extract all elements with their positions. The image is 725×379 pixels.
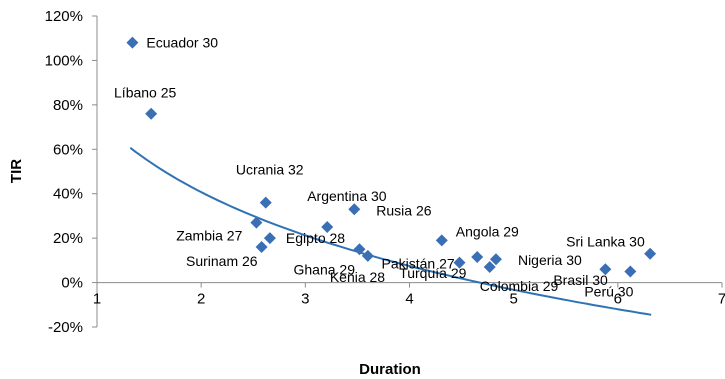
data-points <box>126 36 657 278</box>
data-point-marker <box>259 196 272 209</box>
point-label: Perú 30 <box>584 283 633 299</box>
x-tick-label: 3 <box>301 291 309 308</box>
x-tick-label: 4 <box>405 291 413 308</box>
data-point-marker <box>250 216 263 229</box>
data-point-marker <box>145 107 158 120</box>
data-point-marker <box>599 263 612 276</box>
y-tick-label: 40% <box>53 186 83 203</box>
y-tick-label: 80% <box>53 97 83 114</box>
trendline <box>129 147 652 316</box>
y-tick-label: 60% <box>53 141 83 158</box>
point-label: Surinam 26 <box>186 253 258 269</box>
y-tick-label: 0% <box>61 275 83 292</box>
point-label: Ecuador 30 <box>146 35 218 51</box>
x-tick-label: 6 <box>614 291 622 308</box>
data-point-marker <box>644 247 657 260</box>
point-label: Argentina 30 <box>307 188 387 204</box>
point-labels: Ecuador 30 Líbano 25 Ucrania 32 Zambia 27 Su… <box>114 35 645 300</box>
data-point-marker <box>255 241 268 254</box>
data-point-marker <box>489 253 502 266</box>
point-label: Sri Lanka 30 <box>566 234 645 250</box>
point-label: Zambia 27 <box>176 228 242 244</box>
point-label: Brasil 30 <box>553 272 608 288</box>
point-label: Nigeria 30 <box>518 252 582 268</box>
point-label: Colombia 29 <box>480 278 559 294</box>
data-point-marker <box>353 243 366 256</box>
data-point-marker <box>624 265 637 278</box>
data-point-marker <box>435 234 448 247</box>
data-point-marker <box>263 232 276 245</box>
point-label: Ucrania 32 <box>236 162 304 178</box>
x-tick-label: 2 <box>197 291 205 308</box>
x-tick-label: 1 <box>93 291 101 308</box>
point-label: Pakistán 27 <box>382 256 455 272</box>
x-tick-label: 5 <box>509 291 517 308</box>
y-axis-ticks: -20% 0% 20% 40% 60% 80% 100% 120% <box>45 8 97 336</box>
y-axis-title: TIR <box>8 159 25 183</box>
data-point-marker <box>348 203 361 216</box>
point-label: Ghana 29 <box>294 261 356 277</box>
y-tick-label: 120% <box>45 8 83 25</box>
point-label: Líbano 25 <box>114 85 176 101</box>
x-axis-ticks: 1 2 3 4 5 6 7 <box>93 282 725 308</box>
point-label: Angola 29 <box>456 223 519 239</box>
x-tick-label: 7 <box>718 291 725 308</box>
y-tick-label: 20% <box>53 230 83 247</box>
data-point-marker <box>321 221 334 234</box>
point-label: Turquía 29 <box>399 265 466 281</box>
data-point-marker <box>126 36 139 49</box>
y-tick-label: 100% <box>45 52 83 69</box>
point-label: Egipto 28 <box>286 230 345 246</box>
y-tick-label: -20% <box>48 319 83 336</box>
x-axis-title: Duration <box>359 361 421 378</box>
point-label: Rusia 26 <box>376 202 431 218</box>
data-point-marker <box>453 256 466 269</box>
data-point-marker <box>361 249 374 262</box>
data-point-marker <box>483 261 496 274</box>
data-point-marker <box>471 251 484 264</box>
point-label: Kenia 28 <box>330 269 385 285</box>
